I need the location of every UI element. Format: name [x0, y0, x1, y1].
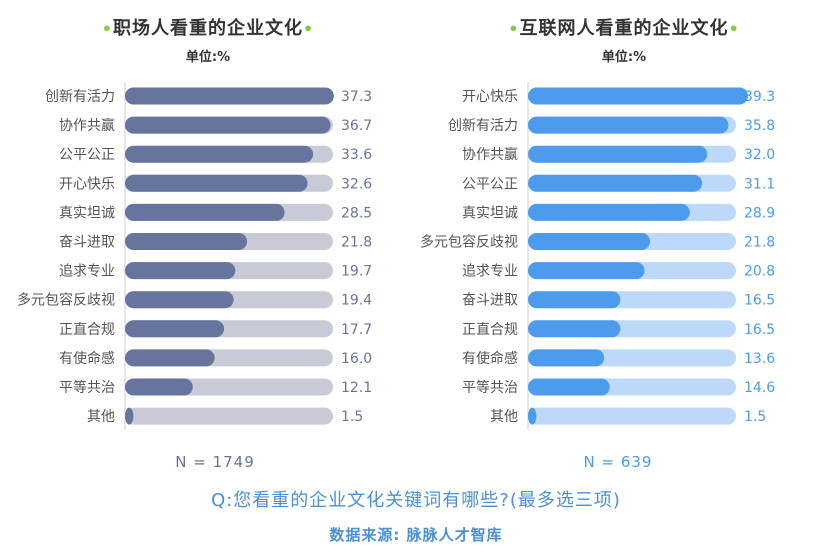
bar — [528, 87, 749, 105]
category-label: 真实坦诚 — [462, 205, 518, 221]
category-label: 正直合规 — [59, 321, 115, 338]
bar — [528, 320, 621, 338]
category-label: 真实坦诚 — [59, 205, 115, 221]
category-label: 公平公正 — [462, 176, 518, 192]
value-label: 1.5 — [341, 409, 363, 425]
category-label: 开心快乐 — [462, 89, 518, 105]
category-label: 创新有活力 — [448, 118, 518, 134]
category-label: 追求专业 — [59, 264, 115, 280]
value-label: 20.8 — [744, 264, 775, 280]
bar — [528, 378, 610, 396]
category-label: 创新有活力 — [45, 89, 115, 105]
bar — [528, 407, 537, 425]
value-label: 14.6 — [744, 380, 775, 396]
category-label: 协作共赢 — [462, 146, 518, 163]
category-label: 多元包容反歧视 — [420, 234, 518, 251]
category-label: 公平公正 — [59, 147, 115, 163]
value-label: 19.4 — [341, 293, 372, 309]
left-bar-chart: 创新有活力 37.3 协作共赢 36.7 公平公正 33.6 开心快乐 32.6 真实坦诚 28.… — [17, 82, 372, 471]
category-label: 平等共治 — [462, 379, 518, 396]
bar-track — [125, 407, 333, 425]
bar — [528, 262, 645, 280]
value-label: 1.5 — [744, 409, 766, 425]
value-label: 16.0 — [341, 351, 372, 367]
sample-size-label: N = 639 — [584, 453, 653, 471]
value-label: 12.1 — [341, 380, 372, 396]
right-chart-unit: 单位:% — [601, 50, 647, 65]
value-label: 31.1 — [744, 176, 775, 192]
category-label: 正直合规 — [462, 321, 518, 338]
bar — [528, 116, 729, 134]
value-label: 17.7 — [341, 322, 372, 338]
bullet-dot-icon: • — [101, 19, 113, 39]
category-label: 追求专业 — [462, 264, 518, 280]
bullet-dot-icon: • — [728, 19, 740, 39]
category-label: 平等共治 — [59, 379, 115, 396]
value-label: 21.8 — [744, 235, 775, 251]
right-chart-panel: •互联网人看重的企业文化• 单位:% 开心快乐 39.3 创新有活力 35.8 协作共赢… — [416, 0, 832, 480]
bar-track — [528, 407, 736, 425]
value-label: 36.7 — [341, 118, 372, 134]
left-chart-panel: •职场人看重的企业文化• 单位:% 创新有活力 37.3 协作共赢 36.7 公平公正 3… — [0, 0, 416, 480]
value-label: 28.5 — [341, 205, 372, 221]
bar — [528, 145, 708, 163]
category-label: 奋斗进取 — [462, 293, 518, 309]
bar — [528, 291, 621, 309]
bar — [125, 174, 308, 192]
bar — [125, 233, 248, 250]
right-chart-title-text: 互联网人看重的企业文化 — [519, 18, 729, 39]
bar — [125, 116, 331, 134]
category-label: 开心快乐 — [59, 176, 115, 192]
value-label: 39.3 — [744, 89, 775, 105]
bar — [125, 145, 314, 163]
value-label: 13.6 — [744, 351, 775, 367]
sample-size-label: N = 1749 — [175, 453, 255, 471]
value-label: 35.8 — [744, 118, 775, 134]
bar — [125, 378, 193, 396]
bar — [528, 349, 605, 367]
value-label: 28.9 — [744, 205, 775, 221]
bullet-dot-icon: • — [303, 19, 315, 39]
left-chart-title-text: 职场人看重的企业文化 — [113, 18, 303, 39]
right-bar-chart: 开心快乐 39.3 创新有活力 35.8 协作共赢 32.0 公平公正 31.1 真实坦诚 28.… — [420, 82, 775, 471]
bar — [125, 349, 215, 367]
category-label: 有使命感 — [59, 350, 115, 367]
value-label: 37.3 — [341, 89, 372, 105]
category-label: 其他 — [87, 409, 115, 425]
bar — [528, 174, 703, 192]
value-label: 16.5 — [744, 293, 775, 309]
category-label: 其他 — [490, 409, 518, 425]
value-label: 32.0 — [744, 147, 775, 163]
left-chart-unit: 单位:% — [185, 50, 231, 65]
category-label: 有使命感 — [462, 350, 518, 367]
category-label: 多元包容反歧视 — [17, 292, 115, 309]
value-label: 32.6 — [341, 176, 372, 192]
right-chart-title: •互联网人看重的企业文化• — [416, 14, 832, 40]
value-label: 16.5 — [744, 322, 775, 338]
category-label: 协作共赢 — [59, 117, 115, 134]
value-label: 21.8 — [341, 235, 372, 251]
bar — [125, 320, 225, 338]
bar — [528, 233, 651, 250]
bar — [528, 203, 690, 221]
left-chart-title: •职场人看重的企业文化• — [0, 14, 416, 40]
bar — [125, 262, 236, 280]
data-source: 数据来源: 脉脉人才智库 — [329, 526, 503, 544]
bar — [125, 291, 234, 309]
bar — [125, 203, 285, 221]
bullet-dot-icon: • — [508, 19, 520, 39]
value-label: 19.7 — [341, 264, 372, 280]
bar — [125, 407, 134, 425]
bar — [125, 87, 334, 105]
category-label: 奋斗进取 — [59, 235, 115, 251]
value-label: 33.6 — [341, 147, 372, 163]
survey-question: Q:您看重的企业文化关键词有哪些?(最多选三项) — [211, 490, 621, 511]
